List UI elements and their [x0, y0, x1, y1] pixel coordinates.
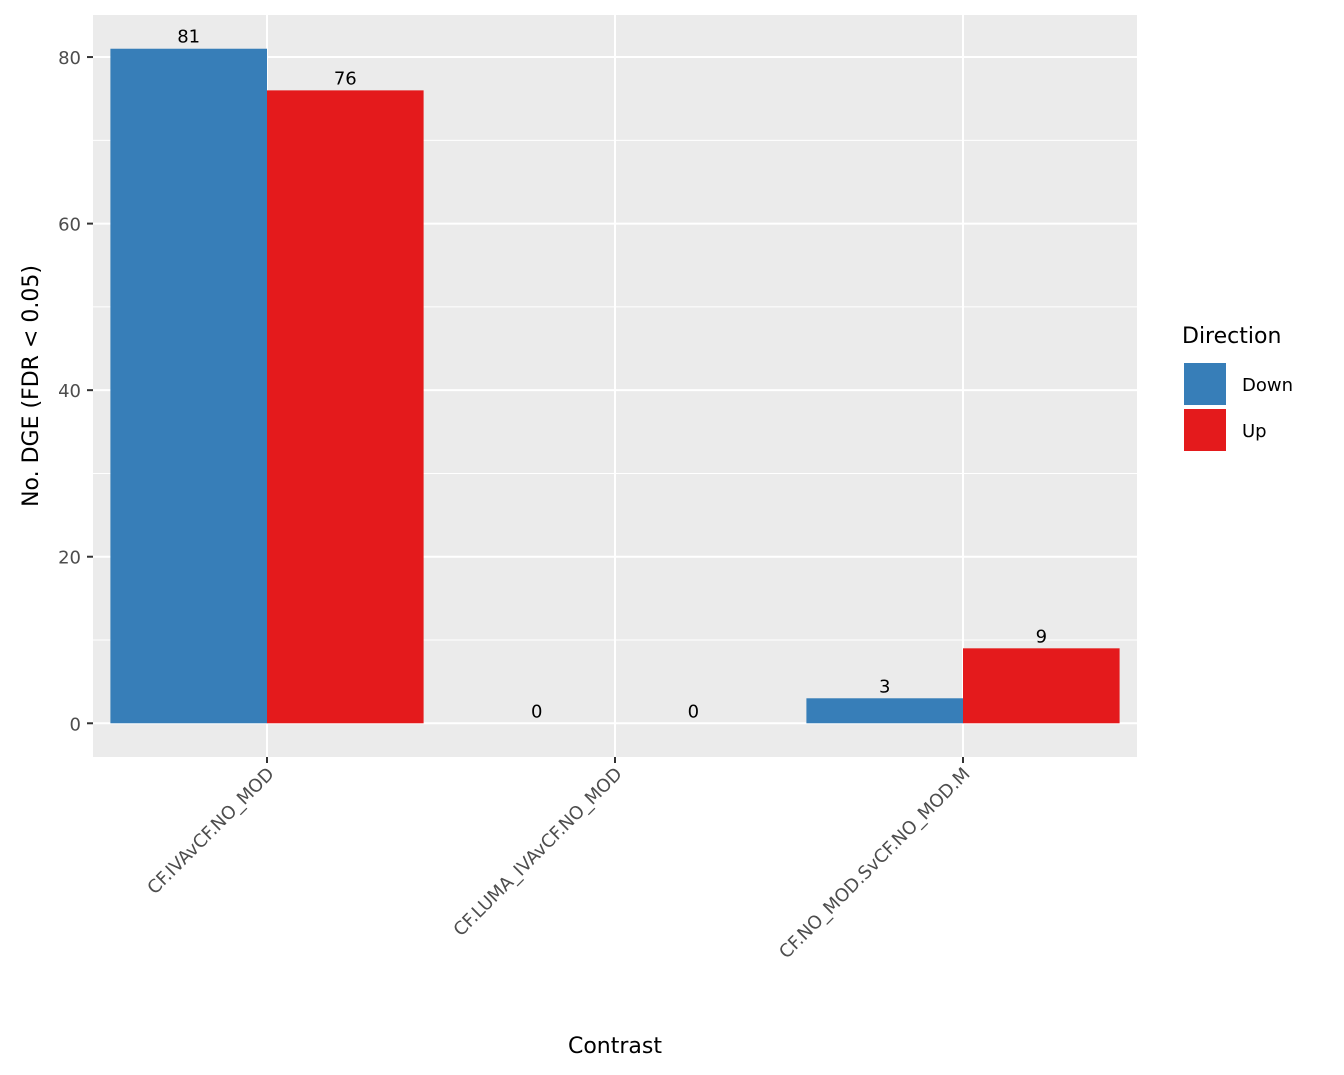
y-tick-label: 0 — [70, 714, 81, 735]
bar-value-label: 0 — [688, 701, 699, 722]
bar-value-label: 3 — [879, 676, 890, 697]
y-axis-title: No. DGE (FDR < 0.05) — [19, 265, 44, 507]
bar-up — [963, 648, 1120, 724]
legend-key-up — [1182, 407, 1228, 453]
bar-down — [806, 698, 963, 724]
bar-up — [267, 90, 424, 724]
legend-title: Direction — [1182, 324, 1281, 349]
x-axis-title: Contrast — [568, 1034, 662, 1059]
y-tick-label: 40 — [58, 381, 81, 402]
y-tick-label: 80 — [58, 48, 81, 69]
y-tick-label: 20 — [58, 548, 81, 569]
x-tick-label: CF.NO_MOD.SvCF.NO_MOD.M — [775, 764, 974, 963]
x-tick-label: CF.LUMA_IVAvCF.NO_MOD — [450, 764, 627, 941]
bar-value-label: 81 — [177, 27, 200, 48]
y-tick-label: 60 — [58, 215, 81, 236]
legend-label: Up — [1242, 421, 1267, 442]
bar-value-label: 0 — [531, 701, 542, 722]
bar-down — [110, 48, 268, 724]
bar-value-label: 9 — [1036, 626, 1047, 647]
legend-key-down — [1182, 361, 1228, 407]
x-tick-label: CF.IVAvCF.NO_MOD — [143, 764, 278, 899]
legend: Direction Down Up — [1182, 324, 1293, 453]
legend-label: Down — [1242, 375, 1293, 396]
bar-value-label: 76 — [334, 68, 357, 89]
